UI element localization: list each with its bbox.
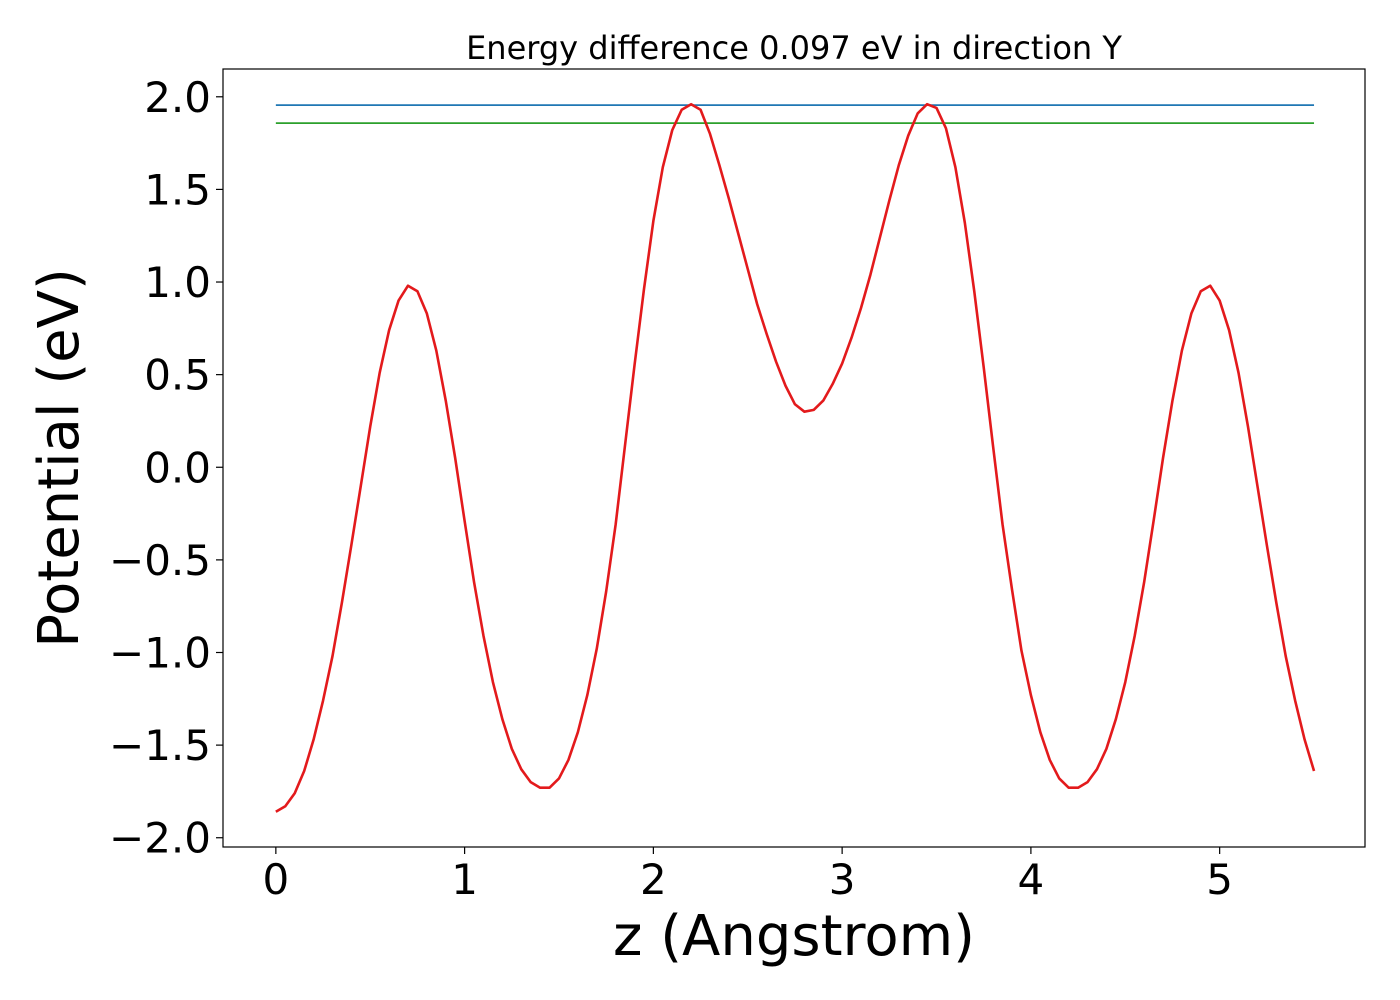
x-tick-label: 0 (262, 855, 289, 904)
x-tick-label: 1 (451, 855, 478, 904)
chart-title: Energy difference 0.097 eV in direction … (466, 29, 1122, 67)
x-tick-label: 2 (640, 855, 667, 904)
plot-layer (275, 102, 1316, 813)
y-tick-label: −1.5 (109, 721, 211, 770)
y-tick-label: −1.0 (109, 629, 211, 678)
y-tick-label: 1.0 (144, 258, 211, 307)
y-tick-label: 0.0 (144, 443, 211, 492)
plot-frame (222, 68, 1366, 848)
y-axis-label: Potential (eV) (27, 268, 92, 648)
x-tick-label: 4 (1018, 855, 1045, 904)
y-tick-label: −2.0 (109, 814, 211, 863)
tick-layer: 0 1 2 3 4 5 −2.0 −1.5 −1.0 −0.5 0.0 0.5 1.0 1.5 2.0 (109, 73, 1233, 904)
y-tick-label: 2.0 (144, 73, 211, 122)
potential-curve (275, 102, 1316, 813)
x-axis-label: z (Angstrom) (613, 904, 975, 969)
y-tick-label: 0.5 (144, 351, 211, 400)
y-tick-label: 1.5 (144, 165, 211, 214)
y-tick-label: −0.5 (109, 536, 211, 585)
x-tick-label: 3 (829, 855, 856, 904)
x-tick-label: 5 (1206, 855, 1233, 904)
